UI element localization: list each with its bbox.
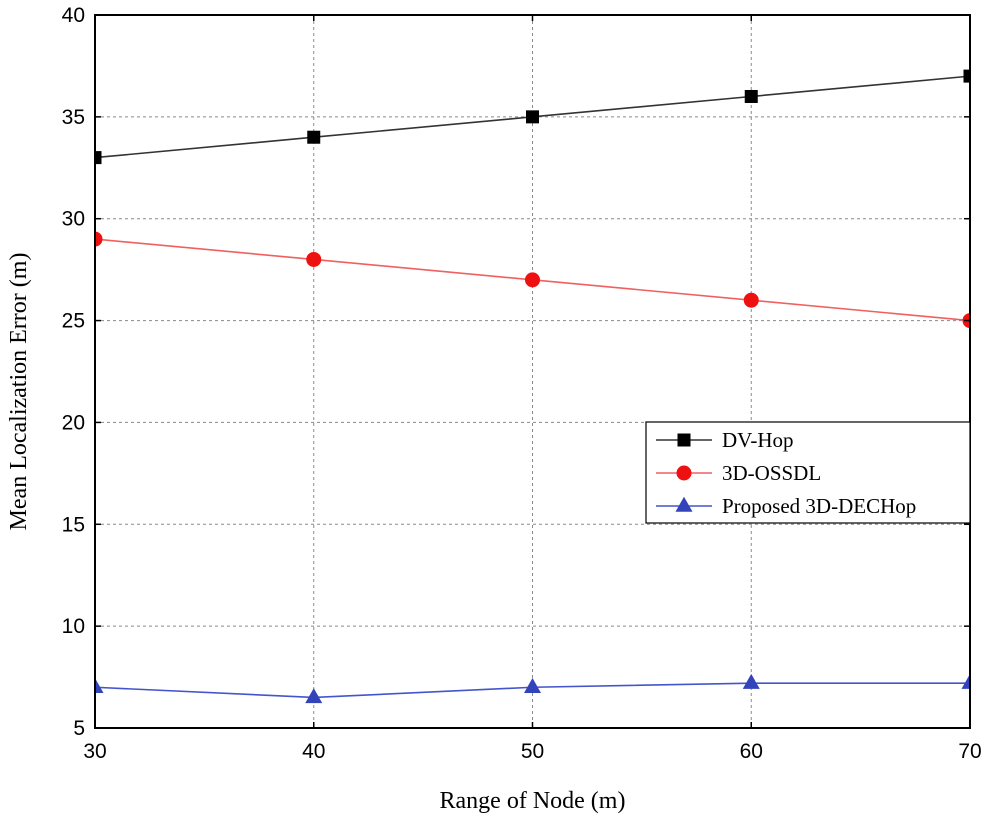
y-tick-label: 5 xyxy=(73,717,85,740)
data-point xyxy=(307,130,321,144)
data-point xyxy=(95,151,102,165)
data-point xyxy=(305,688,323,704)
legend-item: Proposed 3D-DECHop xyxy=(656,494,916,518)
series-3d-ossdl xyxy=(95,231,970,329)
data-point xyxy=(743,292,759,308)
data-point xyxy=(526,110,539,124)
data-point xyxy=(525,272,540,288)
y-tick-label: 40 xyxy=(62,4,85,27)
legend-item: DV-Hop xyxy=(656,428,794,452)
data-point xyxy=(95,677,104,693)
axis-layer: 30 40 50 60 70 5 10 15 20 25 30 35 40 xyxy=(62,4,982,763)
y-tick-label: 20 xyxy=(62,411,85,434)
y-tick-label: 15 xyxy=(62,513,85,536)
data-point xyxy=(742,673,760,689)
data-point xyxy=(961,673,970,689)
series-layer xyxy=(95,69,970,704)
legend-marker xyxy=(676,465,692,481)
y-tick-label: 35 xyxy=(62,106,85,129)
x-tick-label: 40 xyxy=(302,740,325,763)
legend-label: 3D-OSSDL xyxy=(722,461,821,485)
series-dv-hop xyxy=(95,69,970,165)
legend-label: DV-Hop xyxy=(722,428,794,452)
y-axis-title: Mean Localization Error (m) xyxy=(6,253,32,531)
data-point xyxy=(744,89,758,103)
y-tick-label: 25 xyxy=(62,310,85,333)
grid-layer xyxy=(95,15,970,728)
series-proposed-3d-dechop xyxy=(95,673,970,704)
legend-marker xyxy=(677,433,691,447)
x-tick-label: 60 xyxy=(740,740,763,763)
data-point xyxy=(963,69,970,83)
data-point xyxy=(524,677,541,693)
legend-marker xyxy=(675,496,693,512)
y-tick-label: 10 xyxy=(62,615,85,638)
y-tick-label: 30 xyxy=(62,208,85,231)
x-tick-label: 50 xyxy=(521,740,544,763)
x-tick-label: 30 xyxy=(83,740,106,763)
x-axis-title: Range of Node (m) xyxy=(440,788,626,814)
legend: DV-Hop 3D-OSSDL Proposed 3D-DECHop xyxy=(645,421,971,524)
legend-label: Proposed 3D-DECHop xyxy=(722,494,916,518)
data-point xyxy=(306,251,322,267)
data-point xyxy=(95,231,103,247)
legend-item: 3D-OSSDL xyxy=(656,461,821,485)
x-tick-label: 70 xyxy=(958,740,981,763)
